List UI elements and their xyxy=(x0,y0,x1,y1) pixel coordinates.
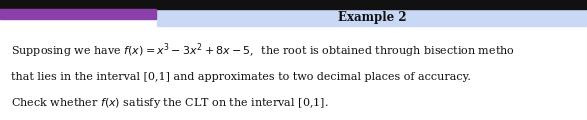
Text: that lies in the interval [0,1] and approximates to two decimal places of accura: that lies in the interval [0,1] and appr… xyxy=(11,72,470,82)
Bar xyxy=(0,9,156,19)
Bar xyxy=(157,9,587,26)
Bar xyxy=(0,0,587,9)
Text: Example 2: Example 2 xyxy=(339,11,407,24)
Text: Supposing we have $f(x) = x^3 - 3x^2 + 8x - 5$,  the root is obtained through bi: Supposing we have $f(x) = x^3 - 3x^2 + 8… xyxy=(11,41,514,60)
Text: Check whether $f(x)$ satisfy the CLT on the interval [0,1].: Check whether $f(x)$ satisfy the CLT on … xyxy=(11,96,328,110)
